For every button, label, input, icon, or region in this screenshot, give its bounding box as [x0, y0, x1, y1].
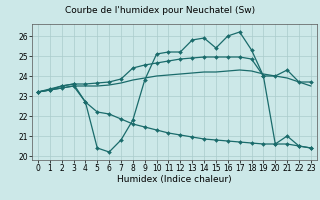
- X-axis label: Humidex (Indice chaleur): Humidex (Indice chaleur): [117, 175, 232, 184]
- Text: Courbe de l'humidex pour Neuchatel (Sw): Courbe de l'humidex pour Neuchatel (Sw): [65, 6, 255, 15]
